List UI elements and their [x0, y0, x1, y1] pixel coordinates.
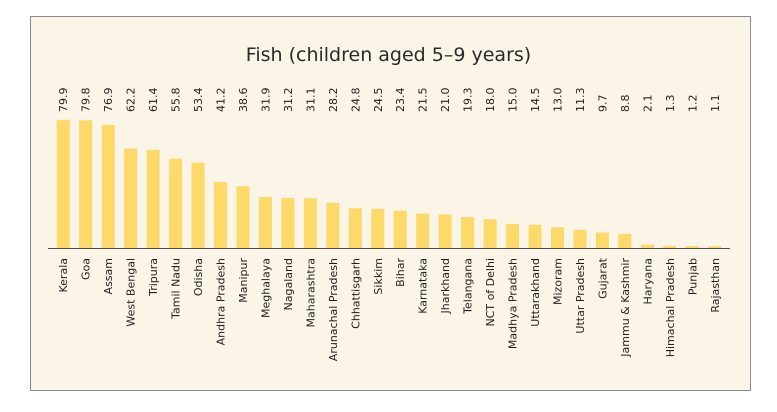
category-label-tamil-nadu: Tamil Nadu	[170, 258, 183, 320]
value-label-telangana: 19.3	[462, 88, 475, 113]
category-label-nagaland: Nagaland	[282, 258, 295, 310]
bar-andhra-pradesh	[214, 182, 227, 248]
bar-sikkim	[371, 208, 385, 248]
value-label-andhra-pradesh: 41.2	[215, 88, 228, 113]
category-label-uttar-pradesh: Uttar Pradesh	[574, 258, 587, 334]
category-label-telangana: Telangana	[462, 258, 475, 315]
value-label-tripura: 61.4	[147, 88, 160, 113]
category-label-kerala: Kerala	[57, 258, 70, 293]
value-label-uttarakhand: 14.5	[529, 88, 542, 113]
bar-punjab	[685, 246, 699, 248]
category-label-bihar: Bihar	[394, 258, 407, 287]
value-label-sikkim: 24.5	[372, 88, 385, 113]
value-label-maharashtra: 31.1	[304, 88, 317, 113]
category-label-uttarakhand: Uttarakhand	[529, 258, 542, 327]
value-label-chhattisgarh: 24.8	[349, 88, 362, 113]
bar-jammu-and-kashmir	[618, 233, 632, 248]
category-label-goa: Goa	[80, 258, 93, 280]
category-label-haryana: Haryana	[641, 258, 654, 305]
category-labels-group: Kerala Goa Assam West Bengal Tripura Tamil Na…	[57, 257, 722, 361]
value-label-madhya-pradesh: 15.0	[507, 88, 520, 113]
value-label-haryana: 2.1	[641, 95, 654, 113]
bar-arunachal-pradesh	[326, 202, 340, 248]
category-label-manipur: Manipur	[237, 258, 250, 303]
chart-title: Fish (children aged 5–9 years)	[245, 44, 532, 66]
bar-maharashtra	[303, 198, 317, 248]
category-label-punjab: Punjab	[686, 258, 699, 295]
value-label-mizoram: 13.0	[552, 88, 565, 113]
category-label-himachal-pradesh: Himachal Pradesh	[664, 258, 677, 357]
bar-kerala	[56, 120, 70, 248]
category-label-meghalaya: Meghalaya	[259, 258, 272, 318]
category-label-nct-of-delhi: NCT of Delhi	[484, 258, 497, 327]
bar-nagaland	[281, 198, 295, 248]
category-label-odisha: Odisha	[192, 258, 205, 296]
category-label-andhra-pradesh: Andhra Pradesh	[215, 258, 228, 345]
bar-west-bengal	[124, 148, 138, 248]
category-label-rajasthan: Rajasthan	[709, 258, 722, 313]
bar-uttar-pradesh	[573, 229, 587, 248]
value-label-manipur: 38.6	[237, 88, 250, 113]
value-label-himachal-pradesh: 1.3	[664, 95, 677, 113]
bar-nct-of-delhi	[483, 219, 497, 248]
bar-odisha	[191, 162, 205, 248]
value-label-nagaland: 31.2	[282, 88, 295, 113]
bar-meghalaya	[258, 196, 272, 248]
value-labels-group: 79.9 79.8 76.9 62.2 61.4 55.8 53.4 41.2 38.6 31.9…	[57, 88, 722, 113]
value-label-assam: 76.9	[102, 88, 115, 113]
value-label-punjab: 1.2	[686, 95, 699, 113]
bar-tamil-nadu	[169, 158, 183, 248]
category-label-jharkhand: Jharkhand	[439, 258, 452, 315]
category-label-jammu-and-kashmir: Jammu & Kashmir	[619, 258, 632, 358]
category-label-tripura: Tripura	[147, 258, 160, 297]
bar-rajasthan	[708, 246, 722, 248]
category-label-west-bengal: West Bengal	[125, 258, 138, 327]
bar-himachal-pradesh	[663, 245, 677, 248]
value-label-jammu-and-kashmir: 8.8	[619, 95, 632, 113]
value-label-meghalaya: 31.9	[259, 88, 272, 113]
value-label-rajasthan: 1.1	[709, 95, 722, 113]
value-label-west-bengal: 62.2	[125, 88, 138, 113]
bar-telangana	[461, 217, 475, 248]
bar-manipur	[236, 186, 250, 248]
bar-tripura	[146, 149, 160, 248]
value-label-nct-of-delhi: 18.0	[484, 88, 497, 113]
bar-gujarat	[595, 232, 609, 248]
bar-uttarakhand	[528, 224, 542, 248]
bar-haryana	[640, 244, 654, 248]
bar-mizoram	[551, 227, 564, 248]
value-label-tamil-nadu: 55.8	[170, 88, 183, 113]
bar-bihar	[393, 210, 407, 248]
bar-karnataka	[416, 213, 430, 248]
bar-jharkhand	[438, 214, 452, 248]
value-label-bihar: 23.4	[394, 88, 407, 113]
value-label-jharkhand: 21.0	[439, 88, 452, 113]
value-label-arunachal-pradesh: 28.2	[327, 88, 340, 113]
value-label-uttar-pradesh: 11.3	[574, 88, 587, 113]
category-label-karnataka: Karnataka	[417, 258, 430, 314]
category-label-sikkim: Sikkim	[372, 258, 385, 295]
bars-group	[56, 120, 722, 248]
category-label-chhattisgarh: Chhattisgarh	[349, 258, 362, 329]
value-label-goa: 79.8	[80, 88, 93, 113]
category-label-madhya-pradesh: Madhya Pradesh	[507, 258, 520, 349]
category-label-assam: Assam	[102, 258, 115, 294]
bar-chhattisgarh	[348, 208, 362, 248]
bar-goa	[79, 120, 93, 248]
category-label-mizoram: Mizoram	[552, 258, 565, 305]
value-label-karnataka: 21.5	[417, 88, 430, 113]
bar-assam	[101, 124, 115, 248]
value-label-odisha: 53.4	[192, 88, 205, 113]
category-label-maharashtra: Maharashtra	[304, 258, 317, 328]
value-label-gujarat: 9.7	[596, 95, 609, 113]
value-label-kerala: 79.9	[57, 88, 70, 113]
category-label-arunachal-pradesh: Arunachal Pradesh	[327, 258, 340, 361]
category-label-gujarat: Gujarat	[596, 257, 609, 299]
bar-madhya-pradesh	[506, 224, 520, 248]
